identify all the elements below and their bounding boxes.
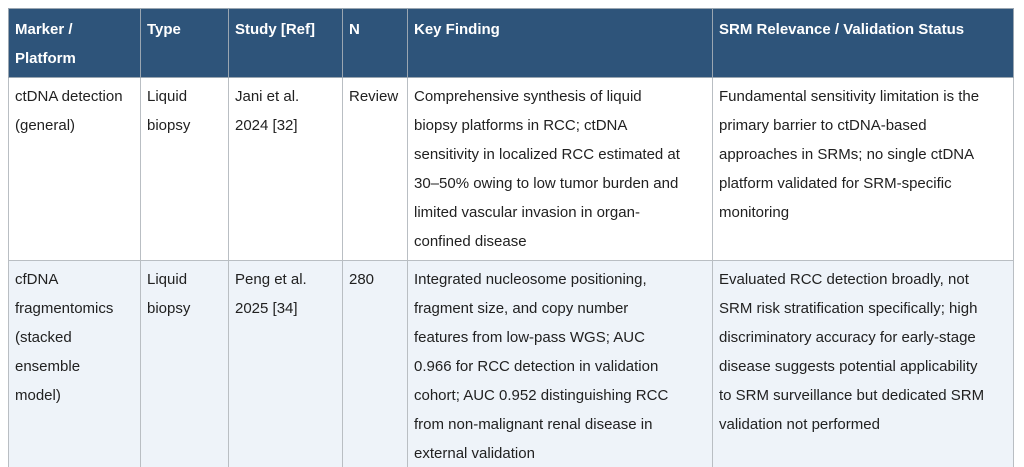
table-row: cfDNA fragmentomics (stacked ensemble mo… (8, 260, 1014, 467)
cell-study-ref: Jani et al. 2024 [32] (228, 77, 343, 261)
cell-type: Liquid biopsy (140, 260, 229, 467)
column-header-marker-platform: Marker / Platform (8, 8, 141, 78)
cell-n: 280 (342, 260, 408, 467)
cell-key-finding: Comprehensive synthesis of liquid biopsy… (407, 77, 713, 261)
column-header-n: N (342, 8, 408, 78)
column-header-type: Type (140, 8, 229, 78)
cell-study-ref: Peng et al. 2025 [34] (228, 260, 343, 467)
table-header-row: Marker / Platform Type Study [Ref] N Key… (8, 8, 1014, 78)
column-header-key-finding: Key Finding (407, 8, 713, 78)
cell-srm-relevance: Fundamental sensitivity limitation is th… (712, 77, 1014, 261)
biomarker-evidence-table: Marker / Platform Type Study [Ref] N Key… (8, 8, 1014, 467)
table-row: ctDNA detection (general) Liquid biopsy … (8, 77, 1014, 261)
column-header-srm-relevance: SRM Relevance / Validation Status (712, 8, 1014, 78)
cell-marker-platform: ctDNA detection (general) (8, 77, 141, 261)
column-header-study-ref: Study [Ref] (228, 8, 343, 78)
cell-key-finding: Integrated nucleosome positioning, fragm… (407, 260, 713, 467)
cell-n: Review (342, 77, 408, 261)
cell-srm-relevance: Evaluated RCC detection broadly, not SRM… (712, 260, 1014, 467)
cell-type: Liquid biopsy (140, 77, 229, 261)
cell-marker-platform: cfDNA fragmentomics (stacked ensemble mo… (8, 260, 141, 467)
